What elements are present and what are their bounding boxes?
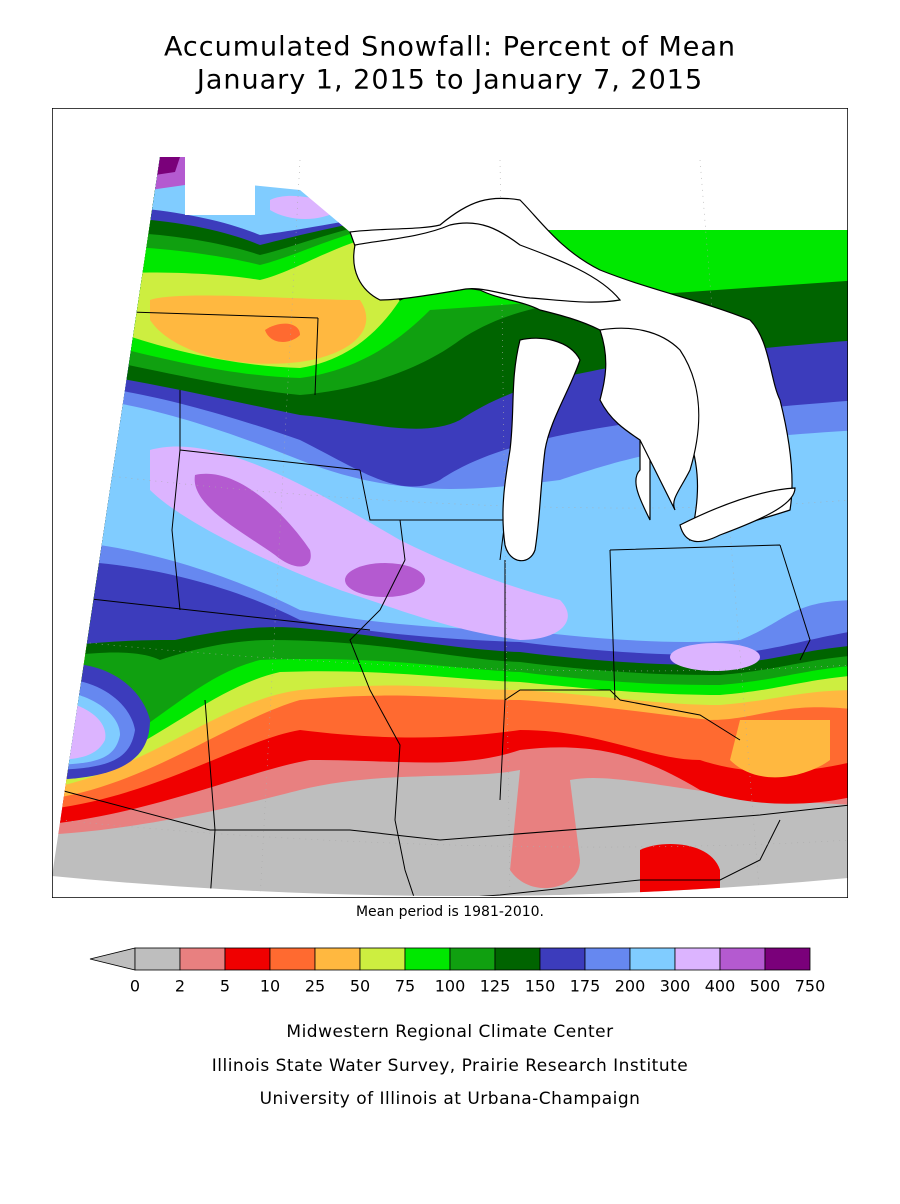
legend-tick-label: 175: [570, 977, 601, 996]
legend-tick-label: 300: [660, 977, 691, 996]
legend-arrow: [89, 947, 136, 971]
legend-swatch: [764, 947, 811, 971]
legend-swatch: [494, 947, 541, 971]
legend-swatch: [719, 947, 766, 971]
legend-tick-label: 25: [305, 977, 325, 996]
field-lavender: [670, 643, 760, 671]
map: [52, 108, 848, 898]
legend-tick-label: 10: [260, 977, 280, 996]
field-orange: [150, 295, 367, 364]
legend-tick-label: 2: [175, 977, 185, 996]
legend-swatch: [224, 947, 271, 971]
field-purple: [345, 563, 425, 597]
lake-erie: [679, 487, 796, 543]
lake-superior: [353, 222, 622, 303]
legend-tick-label: 0: [130, 977, 140, 996]
legend-tick-label: 5: [220, 977, 230, 996]
legend-swatch: [629, 947, 676, 971]
colorbar: 0 2 5 10 25 50 75 100 125 150 175 200 300 400 500 750: [89, 947, 826, 996]
field-orange-red: [265, 323, 300, 342]
legend-swatch: [179, 947, 226, 971]
lake-huron: [599, 327, 700, 511]
state-lines: [54, 311, 848, 897]
legend-tick-label: 400: [705, 977, 736, 996]
lake-michigan: [502, 337, 581, 562]
title: Accumulated Snowfall: Percent of Mean: [164, 32, 736, 63]
legend-tick-label: 500: [750, 977, 781, 996]
field-orange: [730, 720, 830, 778]
mean-period-note: Mean period is 1981-2010.: [356, 904, 544, 920]
legend-tick-label: 125: [480, 977, 511, 996]
no-data: [250, 157, 848, 232]
legend-tick-label: 150: [525, 977, 556, 996]
subtitle: January 1, 2015 to January 7, 2015: [195, 65, 703, 96]
credit: Midwestern Regional Climate Center: [286, 1022, 613, 1042]
legend-swatch: [449, 947, 496, 971]
field-dark-purple: [155, 157, 180, 175]
legend-tick-label: 200: [615, 977, 646, 996]
legend-swatch: [134, 947, 181, 971]
snowfall-field: [52, 157, 848, 897]
legend-tick-label: 750: [795, 977, 826, 996]
field-purple: [194, 473, 311, 567]
legend-tick-label: 100: [435, 977, 466, 996]
legend-tick-label: 75: [395, 977, 415, 996]
no-data: [185, 157, 255, 215]
legend-swatch: [584, 947, 631, 971]
legend-swatch: [314, 947, 361, 971]
legend-swatch: [404, 947, 451, 971]
legend-swatch: [539, 947, 586, 971]
legend-tick-label: 50: [350, 977, 370, 996]
legend-swatch: [674, 947, 721, 971]
credit: Illinois State Water Survey, Prairie Res…: [212, 1056, 688, 1076]
legend-swatch: [359, 947, 406, 971]
legend-swatch: [269, 947, 316, 971]
credit: University of Illinois at Urbana-Champai…: [260, 1089, 641, 1109]
